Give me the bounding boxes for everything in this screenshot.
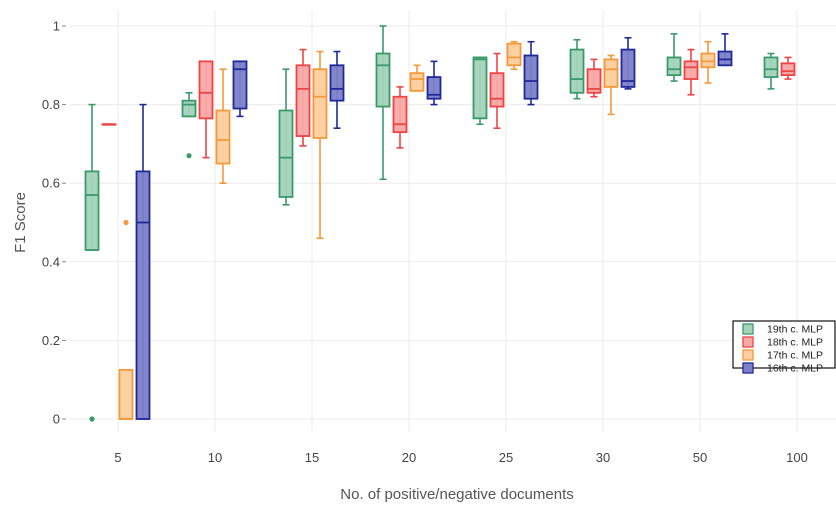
legend-label: 16th c. MLP: [767, 363, 823, 375]
box-18th-c-mlp-15: [295, 48, 311, 147]
box-18th-c-mlp-30: [586, 58, 602, 98]
legend-label: 18th c. MLP: [767, 337, 823, 349]
box-16th-c-mlp-15: [329, 50, 345, 129]
box-body: [312, 68, 328, 139]
x-tick-label: 20: [402, 450, 416, 465]
x-tick-label: 30: [596, 450, 610, 465]
y-tick-label: 0.6: [42, 176, 60, 191]
box-19th-c-mlp-10: [181, 92, 197, 159]
y-tick-label: 0.4: [42, 254, 60, 269]
y-tick-label: 1: [53, 19, 60, 34]
box-16th-c-mlp-5: [135, 103, 151, 420]
box-body: [780, 62, 796, 77]
y-tick-label: 0.2: [42, 333, 60, 348]
y-axis-title: F1 Score: [12, 192, 29, 253]
x-tick-label: 5: [114, 450, 121, 465]
x-tick-label: 100: [786, 450, 808, 465]
box-18th-c-mlp-5: [101, 123, 117, 126]
box-body: [215, 109, 231, 165]
box-body: [181, 99, 197, 118]
box-19th-c-mlp-15: [278, 68, 294, 206]
box-19th-c-mlp-20: [375, 25, 391, 181]
box-body: [135, 170, 151, 420]
box-body: [620, 48, 636, 88]
box-body: [666, 56, 682, 77]
box-body: [763, 56, 779, 78]
y-tick-label: 0.8: [42, 97, 60, 112]
box-body: [683, 60, 699, 80]
box-17th-c-mlp-15: [312, 50, 328, 240]
box-17th-c-mlp-20: [409, 64, 425, 92]
box-body: [118, 368, 134, 420]
box-body: [489, 72, 505, 108]
box-body: [426, 76, 442, 100]
box-17th-c-mlp-30: [603, 54, 619, 116]
box-16th-c-mlp-25: [523, 40, 539, 106]
box-body: [472, 56, 488, 120]
box-19th-c-mlp-25: [472, 56, 488, 126]
box-16th-c-mlp-10: [232, 60, 248, 118]
box-body: [375, 52, 391, 108]
box-18th-c-mlp-20: [392, 86, 408, 149]
outlier-point: [89, 416, 95, 422]
box-18th-c-mlp-100: [780, 56, 796, 80]
x-tick-label: 25: [499, 450, 513, 465]
box-body: [84, 170, 100, 251]
box-19th-c-mlp-50: [666, 33, 682, 82]
legend-swatch: [742, 323, 754, 335]
box-16th-c-mlp-50: [717, 33, 733, 67]
box-layer: [84, 25, 796, 422]
box-body: [392, 95, 408, 134]
x-tick-label: 50: [693, 450, 707, 465]
box-19th-c-mlp-100: [763, 52, 779, 90]
box-body: [700, 52, 716, 69]
legend-swatch: [742, 336, 754, 348]
box-body: [198, 60, 214, 120]
box-body: [278, 109, 294, 198]
box-body: [603, 58, 619, 88]
box-19th-c-mlp-30: [569, 38, 585, 100]
x-tick-label: 15: [305, 450, 319, 465]
box-body: [569, 48, 585, 94]
legend-label: 17th c. MLP: [767, 350, 823, 362]
box-body: [295, 64, 311, 137]
legend-swatch: [742, 349, 754, 361]
legend-label: 19th c. MLP: [767, 324, 823, 336]
box-16th-c-mlp-30: [620, 36, 636, 90]
box-body: [409, 72, 425, 92]
box-body: [523, 54, 539, 100]
grid-layer: [70, 10, 836, 432]
box-18th-c-mlp-50: [683, 48, 699, 96]
legend-swatch: [742, 362, 754, 374]
box-18th-c-mlp-10: [198, 60, 214, 159]
box-17th-c-mlp-25: [506, 40, 522, 71]
outlier-point: [123, 219, 129, 226]
box-body: [717, 50, 733, 67]
y-tick-label: 0: [53, 412, 60, 427]
box-17th-c-mlp-5: [118, 219, 134, 420]
box-body: [329, 64, 345, 102]
box-17th-c-mlp-50: [700, 40, 716, 84]
x-tick-label: 10: [208, 450, 222, 465]
box-18th-c-mlp-25: [489, 52, 505, 129]
box-body: [586, 68, 602, 94]
box-body: [506, 42, 522, 67]
box-17th-c-mlp-10: [215, 68, 231, 184]
outlier-point: [186, 153, 192, 159]
box-19th-c-mlp-5: [84, 103, 100, 422]
box-16th-c-mlp-20: [426, 60, 442, 106]
box-body: [232, 60, 248, 110]
x-axis-title: No. of positive/negative documents: [340, 486, 573, 503]
